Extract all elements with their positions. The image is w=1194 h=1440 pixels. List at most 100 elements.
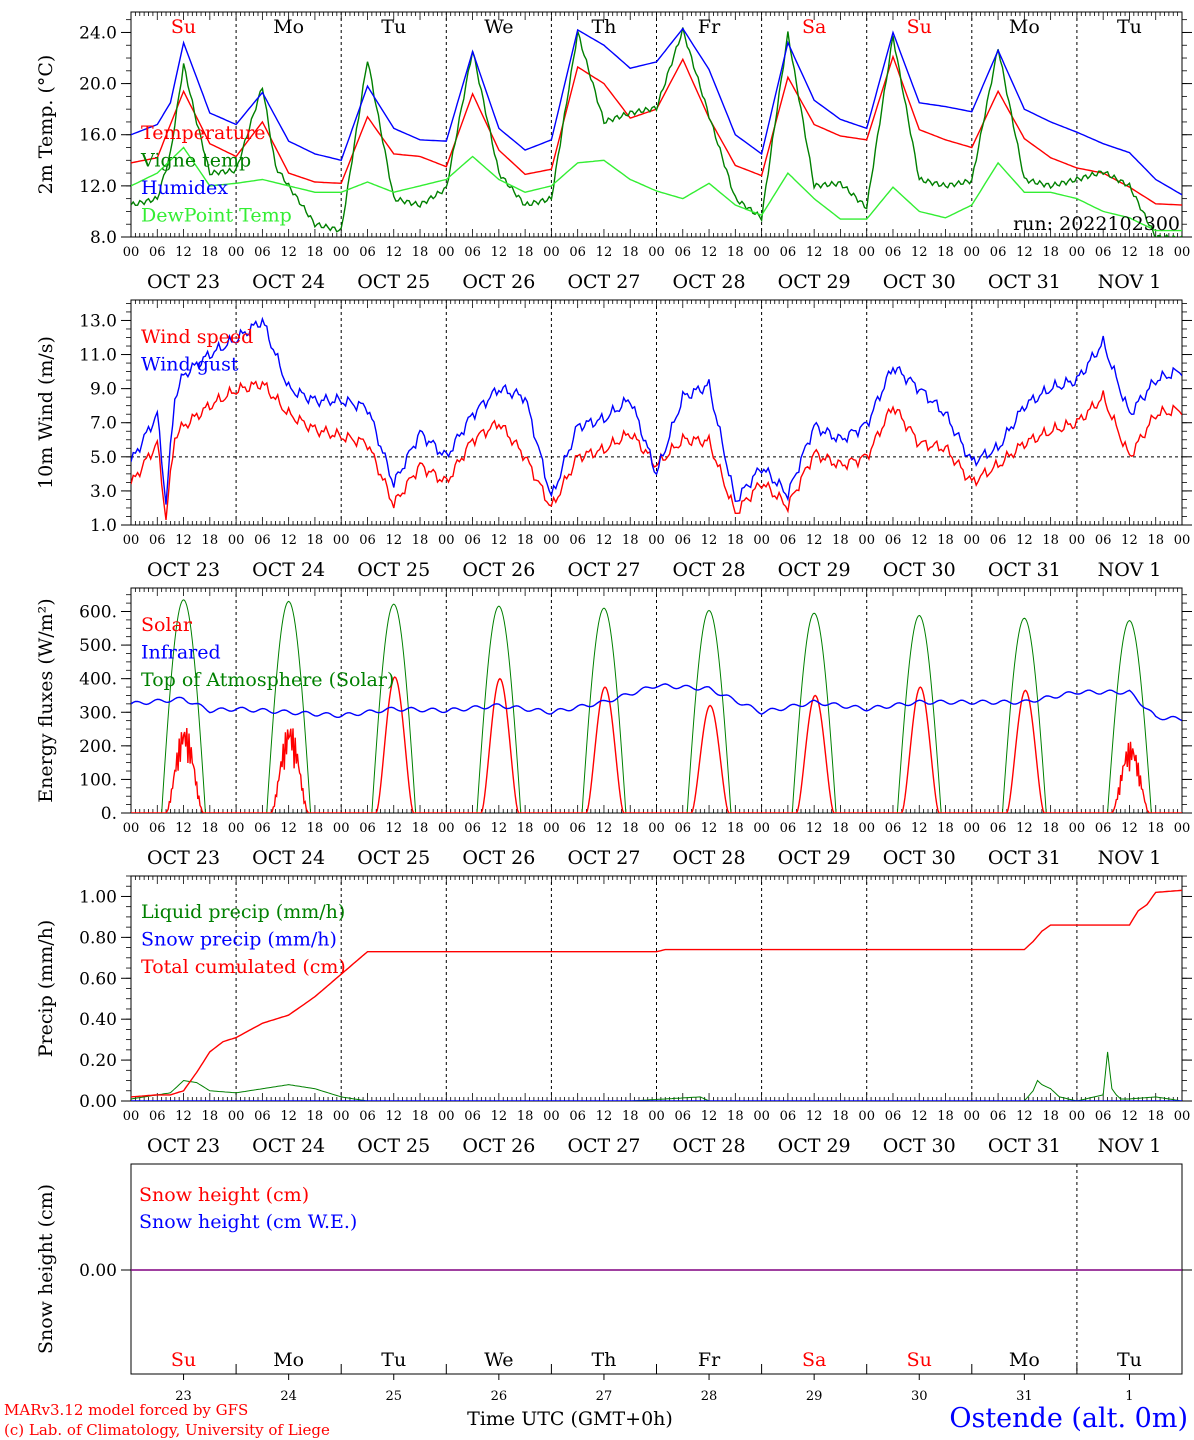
hour-tick-label: 12 [1121, 533, 1138, 548]
hour-tick-label: 18 [517, 533, 534, 548]
panel-4: 00 06 12 18 00 06 12 18 00 06 12 18 00 06 12 18 00 06 12 18… [35, 875, 1192, 1157]
hour-tick-label: 12 [491, 1109, 508, 1124]
date-label: OCT 28 [673, 1135, 746, 1157]
hour-tick-label: 06 [464, 245, 481, 260]
panel-5: Snow height (cm) 0.00 Snow height (cm) Snow… [35, 1163, 1192, 1380]
y-tick-label: 0. [101, 804, 117, 824]
date-label: OCT 26 [462, 559, 535, 581]
run-label: run: 2022102300 [1013, 213, 1180, 235]
day-name-top: Mo [1009, 16, 1040, 38]
y-tick-label: 600. [79, 603, 117, 623]
hour-tick-label: 18 [727, 533, 744, 548]
credit-line-1: MARv3.12 model forced by GFS [4, 1401, 248, 1419]
day-name-bottom: Mo [273, 1349, 304, 1371]
legend-entry: Temperature [141, 122, 265, 144]
hour-tick-label: 12 [385, 245, 402, 260]
hour-tick-label: 18 [832, 1109, 849, 1124]
hour-tick-label: 00 [1174, 1109, 1191, 1124]
hour-tick-label: 18 [307, 245, 324, 260]
hour-tick-label: 12 [1016, 1109, 1033, 1124]
hour-tick-label: 12 [701, 245, 718, 260]
hour-tick-label: 06 [675, 245, 692, 260]
day-name-bottom: Sa [802, 1349, 826, 1371]
plot-area [131, 599, 1182, 813]
hour-tick-label: 12 [385, 533, 402, 548]
y-tick-label: 0.80 [79, 928, 117, 948]
hour-tick-label: 00 [858, 533, 875, 548]
hour-tick-label: 00 [438, 533, 455, 548]
date-label: OCT 25 [357, 1135, 430, 1157]
hour-tick-label: 06 [149, 1109, 166, 1124]
day-name-top: Su [171, 16, 196, 38]
date-label: OCT 23 [147, 271, 220, 293]
hour-tick-label: 00 [123, 1109, 140, 1124]
hour-tick-label: 00 [333, 1109, 350, 1124]
hour-tick-label: 18 [832, 533, 849, 548]
date-label: OCT 29 [778, 559, 851, 581]
hour-tick-label: 12 [491, 245, 508, 260]
hour-tick-label: 06 [359, 1109, 376, 1124]
date-label: OCT 25 [357, 559, 430, 581]
hour-tick-label: 18 [1147, 245, 1164, 260]
hour-tick-label: 00 [753, 821, 770, 836]
date-label: OCT 30 [883, 271, 956, 293]
y-axis-label: Snow height (cm) [35, 1184, 57, 1354]
plot-area [131, 316, 1182, 520]
hour-tick-label: 12 [596, 245, 613, 260]
hour-tick-label: 18 [622, 245, 639, 260]
y-tick-label: 300. [79, 703, 117, 723]
hour-tick-label: 12 [280, 821, 297, 836]
hour-tick-label: 18 [202, 1109, 219, 1124]
hour-tick-label: 06 [885, 245, 902, 260]
date-label: OCT 23 [147, 847, 220, 869]
hour-tick-label: 06 [990, 533, 1007, 548]
date-label: OCT 30 [883, 559, 956, 581]
y-tick-label: 0.40 [79, 1010, 117, 1030]
hour-tick-label: 12 [701, 533, 718, 548]
hour-tick-label: 12 [491, 533, 508, 548]
legend-entry: Top of Atmosphere (Solar) [141, 669, 394, 691]
hour-tick-label: 18 [1042, 821, 1059, 836]
hour-tick-label: 18 [517, 245, 534, 260]
day-number: 28 [701, 1389, 718, 1404]
date-label: OCT 23 [147, 1135, 220, 1157]
y-tick-label: 0.00 [79, 1261, 117, 1281]
y-tick-label: 400. [79, 670, 117, 690]
hour-tick-label: 12 [806, 821, 823, 836]
hour-tick-label: 12 [911, 245, 928, 260]
hour-tick-label: 00 [228, 1109, 245, 1124]
hour-tick-label: 00 [1069, 245, 1086, 260]
hour-tick-label: 06 [885, 821, 902, 836]
hour-tick-label: 06 [675, 821, 692, 836]
hour-tick-label: 18 [1042, 533, 1059, 548]
day-number: 24 [280, 1389, 297, 1404]
legend-entry: Infrared [141, 642, 221, 664]
y-tick-label: 1.0 [90, 516, 117, 536]
panel-1: 00 06 12 18 00 06 12 18 00 06 12 18 00 06 12 18 00 06 12 18… [35, 11, 1192, 293]
hour-tick-label: 18 [1147, 1109, 1164, 1124]
hour-tick-label: 00 [648, 1109, 665, 1124]
hour-tick-label: 00 [333, 245, 350, 260]
hour-tick-label: 00 [858, 1109, 875, 1124]
hour-tick-label: 00 [333, 533, 350, 548]
day-number: 29 [806, 1389, 823, 1404]
day-name-bottom: Mo [1009, 1349, 1040, 1371]
date-label: OCT 26 [462, 847, 535, 869]
toa-solar-line [131, 599, 1182, 813]
y-tick-label: 9.0 [90, 380, 117, 400]
day-name-bottom: Fr [698, 1349, 721, 1371]
hour-tick-label: 18 [517, 821, 534, 836]
day-number: 31 [1016, 1389, 1033, 1404]
hour-tick-label: 00 [438, 821, 455, 836]
hour-tick-label: 12 [911, 533, 928, 548]
y-axis-label: Energy fluxes (W/m²) [35, 598, 57, 802]
y-axis-label: 2m Temp. (°C) [35, 55, 57, 195]
hour-tick-label: 18 [412, 533, 429, 548]
hour-tick-label: 18 [832, 245, 849, 260]
hour-tick-label: 12 [1121, 245, 1138, 260]
infrared-line [131, 683, 1182, 722]
day-name-top: Su [907, 16, 932, 38]
hour-tick-label: 06 [569, 245, 586, 260]
hour-tick-label: 00 [1069, 533, 1086, 548]
date-label: NOV 1 [1098, 271, 1162, 293]
